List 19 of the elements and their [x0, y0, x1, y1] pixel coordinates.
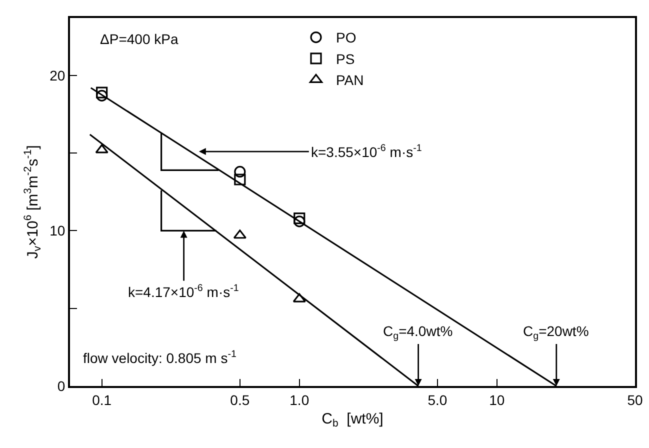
legend-label: PS — [336, 50, 355, 67]
annotation: ΔP=400 kPa — [100, 31, 178, 47]
x-tick-label: 0.1 — [92, 392, 112, 408]
x-tick-label: 50 — [627, 392, 643, 408]
y-tick-label: 0 — [57, 378, 66, 394]
annotation: C$_{g}$=20wt% — [523, 323, 589, 342]
annotation: flow velocity: 0.805 m s$^{-1}$ — [83, 349, 236, 366]
x-tick-label: 1.0 — [290, 392, 310, 408]
x-tick-label: 5.0 — [428, 392, 448, 408]
x-tick-label: 10 — [489, 392, 505, 408]
annotation: k=4.17×10$^{-6}$ m·s$^{-1}$ — [128, 283, 239, 300]
y-tick-label: 20 — [50, 67, 66, 84]
annotation: C$_{g}$=4.0wt% — [383, 323, 453, 342]
x-tick-label: 0.5 — [230, 392, 250, 408]
y-tick-label: 10 — [50, 222, 66, 239]
annotation: k=3.55×10$^{-6}$ m·s$^{-1}$ — [311, 143, 422, 160]
legend-label: PO — [336, 30, 356, 46]
legend-label: PAN — [336, 72, 364, 88]
x-axis-title: C$_{b}$ [wt%] — [322, 410, 384, 430]
